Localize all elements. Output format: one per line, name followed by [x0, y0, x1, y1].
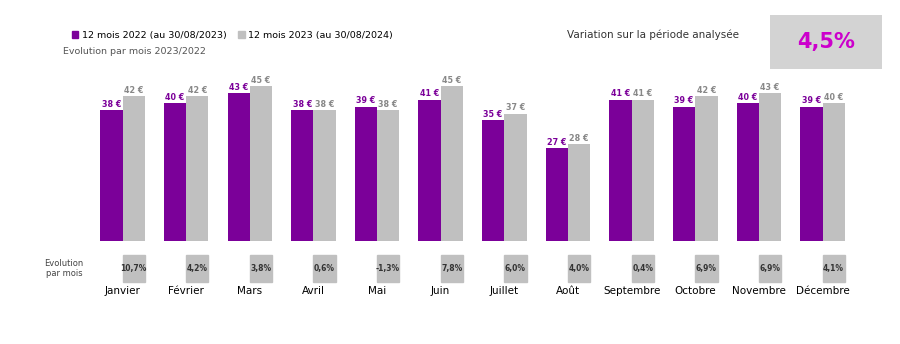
Text: 3,8%: 3,8%: [250, 264, 272, 273]
Text: 41 €: 41 €: [611, 89, 630, 98]
Text: 43 €: 43 €: [760, 83, 779, 92]
Bar: [441, 255, 463, 282]
Text: 37 €: 37 €: [506, 103, 525, 112]
Text: 42 €: 42 €: [124, 86, 143, 95]
Text: 6,0%: 6,0%: [505, 264, 526, 273]
Text: 40 €: 40 €: [166, 93, 184, 102]
Bar: [186, 96, 209, 241]
Bar: [100, 110, 122, 241]
Text: 38 €: 38 €: [378, 100, 398, 109]
Text: 4,0%: 4,0%: [569, 264, 590, 273]
Text: 42 €: 42 €: [697, 86, 716, 95]
Text: 0,4%: 0,4%: [632, 264, 653, 273]
Text: 38 €: 38 €: [102, 100, 122, 109]
Text: 39 €: 39 €: [802, 96, 821, 105]
Text: 40 €: 40 €: [824, 93, 843, 102]
Bar: [186, 255, 209, 282]
Bar: [313, 255, 336, 282]
Bar: [504, 255, 526, 282]
Bar: [632, 100, 654, 241]
Text: 45 €: 45 €: [251, 76, 271, 85]
Text: Evolution
par mois: Evolution par mois: [44, 259, 83, 278]
Text: 42 €: 42 €: [187, 86, 207, 95]
Text: 27 €: 27 €: [547, 138, 567, 147]
Bar: [250, 255, 272, 282]
Bar: [695, 255, 717, 282]
Text: 4,2%: 4,2%: [187, 264, 208, 273]
Text: 43 €: 43 €: [229, 83, 248, 92]
Bar: [313, 110, 336, 241]
Text: 6,9%: 6,9%: [696, 264, 717, 273]
Bar: [250, 86, 272, 241]
Bar: [759, 255, 781, 282]
Text: 41 €: 41 €: [420, 89, 439, 98]
Text: 39 €: 39 €: [674, 96, 694, 105]
Bar: [632, 255, 654, 282]
Text: 7,8%: 7,8%: [441, 264, 463, 273]
Text: 6,9%: 6,9%: [760, 264, 780, 273]
Bar: [545, 148, 568, 241]
Bar: [418, 100, 441, 241]
Text: 28 €: 28 €: [570, 134, 589, 143]
Legend: 12 mois 2022 (au 30/08/2023), 12 mois 2023 (au 30/08/2024): 12 mois 2022 (au 30/08/2023), 12 mois 20…: [68, 27, 397, 44]
Bar: [800, 107, 823, 241]
Bar: [609, 100, 632, 241]
Text: 38 €: 38 €: [315, 100, 334, 109]
Bar: [695, 96, 717, 241]
Text: 4,5%: 4,5%: [796, 32, 855, 52]
Bar: [355, 107, 377, 241]
Text: 0,6%: 0,6%: [314, 264, 335, 273]
Bar: [823, 103, 845, 241]
Bar: [568, 144, 590, 241]
Bar: [377, 255, 400, 282]
Text: 39 €: 39 €: [356, 96, 375, 105]
Bar: [291, 110, 313, 241]
Text: 38 €: 38 €: [292, 100, 312, 109]
Bar: [759, 93, 781, 241]
Text: 10,7%: 10,7%: [121, 264, 147, 273]
Text: 40 €: 40 €: [738, 93, 758, 102]
Bar: [504, 114, 526, 241]
Text: 4,1%: 4,1%: [824, 264, 844, 273]
Bar: [441, 86, 463, 241]
Bar: [482, 120, 504, 241]
Bar: [736, 103, 759, 241]
Bar: [568, 255, 590, 282]
Bar: [228, 93, 250, 241]
Bar: [122, 96, 145, 241]
Text: Variation sur la période analysée: Variation sur la période analysée: [567, 29, 739, 40]
Text: 41 €: 41 €: [633, 89, 652, 98]
Bar: [164, 103, 186, 241]
Bar: [673, 107, 695, 241]
Bar: [122, 255, 145, 282]
Text: 35 €: 35 €: [483, 110, 503, 119]
Text: 45 €: 45 €: [442, 76, 462, 85]
Text: Evolution par mois 2023/2022: Evolution par mois 2023/2022: [63, 46, 206, 55]
Bar: [377, 110, 400, 241]
Text: -1,3%: -1,3%: [376, 264, 400, 273]
Bar: [823, 255, 845, 282]
